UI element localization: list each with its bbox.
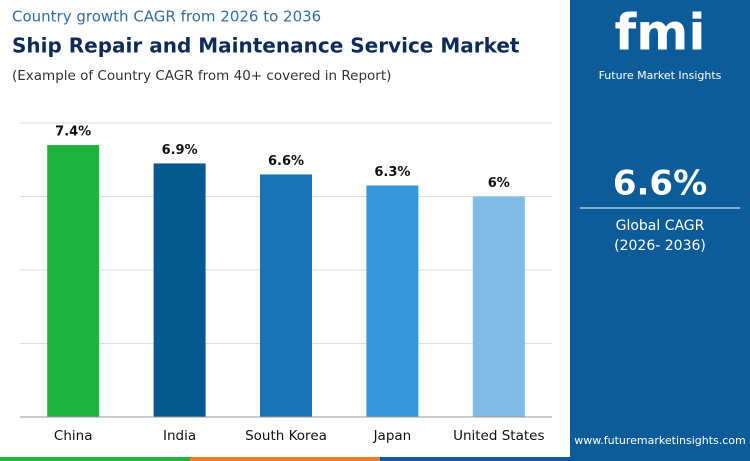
brand: Future Market Insights [599, 69, 722, 82]
bar [153, 163, 206, 417]
value-label: 6.9% [162, 143, 198, 158]
value-label: 6.6% [268, 154, 304, 169]
x-tick-label: Japan [373, 428, 412, 444]
x-tick-label: India [163, 428, 196, 444]
stat-label: Global CAGR [616, 218, 705, 234]
chart-title: Ship Repair and Maintenance Service Mark… [12, 34, 520, 58]
x-tick-label: China [54, 428, 93, 444]
value-label: 6% [488, 176, 510, 191]
url: www.futuremarketinsights.com [574, 434, 746, 447]
value-label: 7.4% [55, 125, 91, 140]
subtitle: (Example of Country CAGR from 40+ covere… [12, 68, 391, 84]
stripe [190, 457, 380, 461]
bar [47, 145, 100, 418]
logo: fmi [615, 4, 706, 62]
stat: 6.6% [613, 164, 707, 204]
bar [366, 185, 419, 417]
bar [260, 174, 312, 417]
stripe [380, 457, 750, 461]
value-label: 6.3% [374, 165, 410, 180]
bar [472, 196, 525, 417]
sidebar [570, 0, 750, 457]
period: (2026- 2036) [614, 238, 706, 254]
x-tick-label: South Korea [245, 428, 327, 444]
kicker: Country growth CAGR from 2026 to 2036 [12, 8, 321, 26]
stripe [0, 457, 190, 461]
x-tick-label: United States [453, 428, 544, 444]
